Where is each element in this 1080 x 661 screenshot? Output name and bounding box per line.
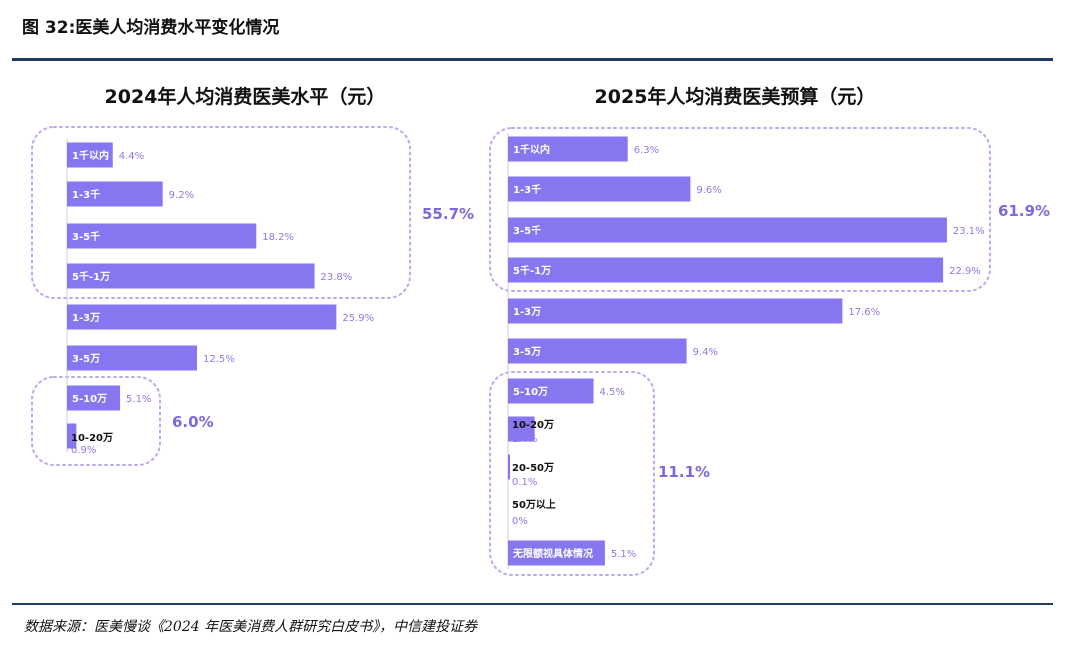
panel-1-value-label-2: 9.2% [169, 190, 194, 201]
figure-title: 图 32:医美人均消费水平变化情况 [22, 18, 280, 38]
panel-1-category-label-1: 1千以内 [72, 149, 109, 162]
panel-2-bar-3 [508, 217, 947, 243]
panel-2-group-label-1: 61.9% [998, 202, 1050, 220]
panel-2-title: 2025年人均消费医美预算（元） [595, 85, 876, 108]
panel-2-category-label-4: 5千-1万 [513, 264, 551, 277]
panel-2-value-label-7: 4.5% [600, 387, 625, 398]
panel-1-group-label-2: 6.0% [172, 413, 214, 431]
panel-1-group-outline-2 [31, 376, 161, 466]
panel-2-value-label-3: 23.1% [953, 226, 985, 237]
panel-2-bar-8 [508, 416, 535, 442]
panel-1-category-label-3: 3-5千 [72, 230, 100, 243]
panel-2-bar-4 [508, 257, 944, 283]
panel-2-value-label-9: 0.1% [512, 477, 537, 488]
panel-2-bar-1 [508, 136, 628, 162]
bottom-rule [12, 603, 1053, 605]
panel-2-category-label-1: 1千以内 [513, 143, 550, 156]
panel-2-value-label-2: 9.6% [696, 185, 721, 196]
panel-1-value-label-7: 5.1% [126, 394, 151, 405]
panel-2-bar-2 [508, 176, 691, 202]
panel-2-category-label-3: 3-5千 [513, 224, 541, 237]
panel-2-bar-5 [508, 298, 843, 324]
panel-1-bar-4 [67, 263, 315, 289]
panel-1-category-label-5: 1-3万 [72, 312, 100, 324]
panel-2-value-label-10: 0% [512, 516, 528, 527]
panel-1-category-label-2: 1-3千 [72, 188, 100, 201]
panel-1-value-label-4: 23.8% [321, 272, 353, 283]
panel-1-title: 2024年人均消费医美水平（元） [105, 85, 386, 108]
panel-1-value-label-8: 0.9% [71, 445, 96, 456]
panel-1-bar-2 [67, 181, 163, 207]
panel-1-group-outline-1 [31, 126, 411, 299]
panel-1-value-label-6: 12.5% [203, 354, 235, 365]
panel-2-group-outline-1 [489, 127, 991, 292]
panel-2-category-label-2: 1-3千 [513, 183, 541, 196]
panel-2-category-label-10: 50万以上 [512, 498, 556, 511]
panel-2-category-label-6: 3-5万 [513, 346, 541, 358]
panel-2-category-label-7: 5-10万 [513, 386, 548, 398]
panel-1-bar-8 [67, 423, 77, 449]
panel-2-category-label-5: 1-3万 [513, 306, 541, 318]
panel-2-value-label-5: 17.6% [848, 307, 880, 318]
panel-1-bar-6 [67, 345, 197, 371]
panel-1-bar-7 [67, 385, 121, 411]
panel-1-bar-5 [67, 304, 337, 330]
panel-2-value-label-6: 9.4% [693, 347, 718, 358]
source-note: 数据来源：医美慢谈《2024 年医美消费人群研究白皮书》，中信建投证券 [24, 619, 478, 635]
panel-2-category-label-11: 无限额视具体情况 [512, 547, 593, 560]
panel-2-value-label-4: 22.9% [949, 266, 981, 277]
panel-1-bar-3 [67, 223, 257, 249]
panel-1-value-label-5: 25.9% [342, 313, 374, 324]
panel-2-value-label-1: 6.3% [634, 145, 659, 156]
panel-2-group-outline-2 [489, 371, 655, 576]
panel-2-bar-7 [508, 378, 594, 404]
panel-1-value-label-1: 4.4% [119, 151, 144, 162]
panel-2-bar-9 [508, 454, 510, 480]
panel-2-value-label-11: 5.1% [611, 549, 636, 560]
top-rule [12, 58, 1053, 61]
panel-1-category-label-8: 10-20万 [71, 432, 113, 444]
panel-1-group-label-1: 55.7% [422, 205, 474, 223]
panel-1-value-label-3: 18.2% [262, 232, 294, 243]
panel-2-bar-11 [508, 540, 605, 566]
panel-2-category-label-9: 20-50万 [512, 462, 554, 474]
panel-2-bar-6 [508, 338, 687, 364]
panel-1-category-label-6: 3-5万 [72, 353, 100, 365]
panel-1-category-label-4: 5千-1万 [72, 270, 110, 283]
panel-2-category-label-8: 10-20万 [512, 419, 554, 431]
panel-1-category-label-7: 5-10万 [72, 393, 107, 405]
panel-2-group-label-2: 11.1% [658, 463, 710, 481]
panel-2-value-label-8: 1.4% [512, 434, 537, 445]
panel-1-bar-1 [67, 142, 113, 168]
